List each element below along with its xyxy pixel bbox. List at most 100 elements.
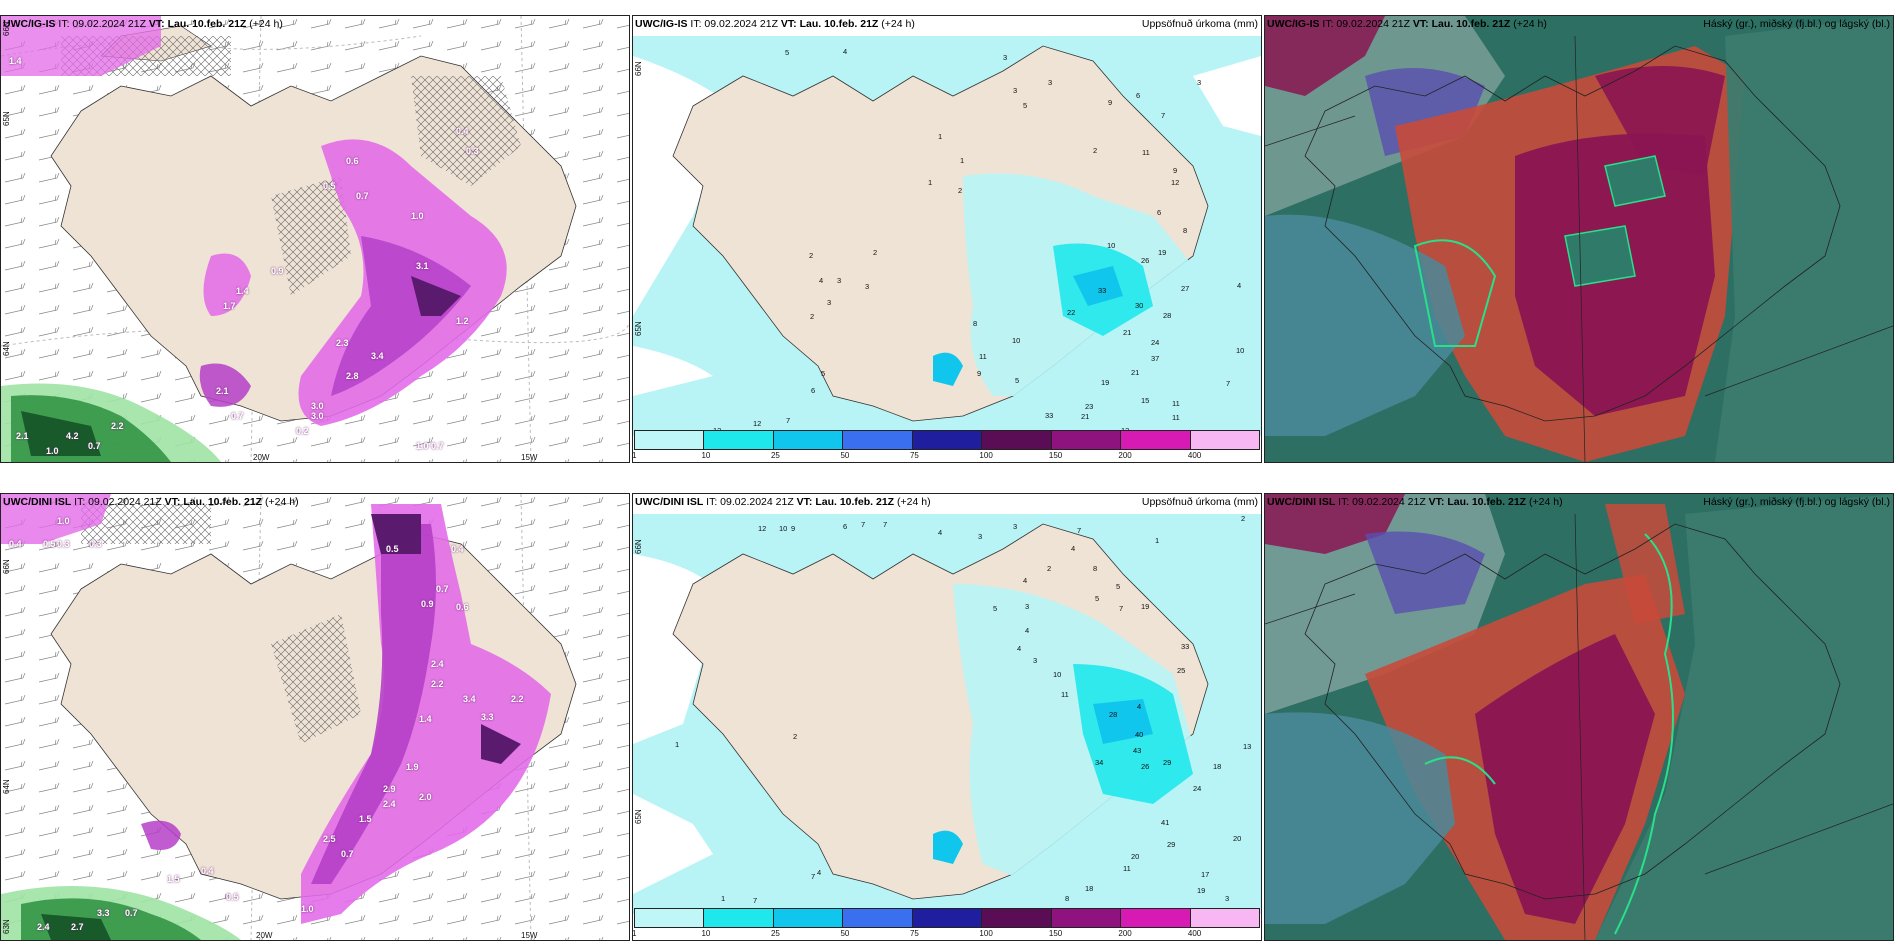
colorbar-bin: [1051, 909, 1122, 927]
value-label: 15: [1141, 396, 1150, 405]
colorbar-tick: 100: [979, 929, 993, 938]
value-label: 34: [1095, 758, 1104, 767]
value-label: 13: [1243, 742, 1252, 751]
value-label: 4: [817, 868, 822, 877]
value-label: 3: [1197, 78, 1202, 87]
valid-time: Lau. 10.feb. 21Z: [796, 18, 879, 30]
value-label: 0.3: [57, 539, 70, 549]
value-label: 1: [928, 178, 933, 187]
lat-label: 64N: [2, 779, 11, 794]
value-label: 2.4: [383, 799, 396, 809]
panel-header: UWC/DINI ISL IT: 09.02.2024 21Z VT: Lau.…: [3, 496, 299, 508]
value-label: 0.5: [43, 539, 56, 549]
value-label: 6: [1157, 208, 1162, 217]
value-label: 25: [1177, 666, 1186, 675]
value-label: 1: [721, 894, 726, 903]
value-label: 7: [1119, 604, 1124, 613]
value-label: 19: [1141, 602, 1150, 611]
colorbar-labels: 1 10 25 50 75 100 150 200 400: [633, 451, 1260, 462]
init-time: IT: 09.02.2024 21Z: [71, 496, 165, 508]
model-name: UWC/DINI ISL: [1267, 496, 1336, 508]
value-label: 4: [938, 528, 943, 537]
lon-label: 20W: [256, 931, 273, 940]
map-panel-bottom-right: UWC/DINI ISL IT: 09.02.2024 21Z VT: Lau.…: [1264, 493, 1894, 941]
colorbar: [634, 908, 1260, 928]
colorbar-bin: [1121, 909, 1191, 927]
value-label: 18: [1085, 884, 1094, 893]
value-label: 3.1: [416, 261, 429, 271]
colorbar-tick: 150: [1048, 451, 1063, 460]
value-label: 33: [1045, 411, 1054, 420]
colorbar-tick: 75: [909, 451, 919, 460]
lead-time: (+24 h): [1526, 496, 1563, 508]
value-label: 6: [843, 522, 848, 531]
model-name: UWC/DINI ISL: [635, 496, 704, 508]
init-time: IT: 09.02.2024 21Z: [703, 496, 797, 508]
value-label: 3: [865, 282, 870, 291]
value-label: 5: [1095, 594, 1100, 603]
init-time: IT: 09.02.2024 21Z: [1335, 496, 1429, 508]
value-label: 3: [837, 276, 842, 285]
value-label: 0.7: [341, 849, 354, 859]
value-label: 11: [1172, 399, 1180, 408]
lat-label: 65N: [634, 809, 643, 824]
value-label: 19: [1158, 248, 1167, 257]
accumulated-precip-map: [633, 494, 1261, 940]
value-label: 21: [1123, 328, 1132, 337]
value-label: 12: [1171, 178, 1180, 187]
colorbar-bin: [1121, 431, 1191, 449]
accumulated-precip-map: [633, 16, 1261, 462]
value-label: 1: [938, 132, 943, 141]
field-title: Háský (gr.), miðský (fj.bl.) og lágský (…: [1703, 496, 1890, 508]
lon-label: 20W: [253, 453, 270, 462]
value-label: 1.0: [416, 441, 429, 451]
value-label: 0.9: [271, 266, 284, 276]
value-label: 9: [791, 524, 796, 533]
value-label: 3.3: [97, 908, 110, 918]
value-label: 0.7: [88, 441, 101, 451]
value-label: 11: [1123, 864, 1131, 873]
colorbar-bin: [704, 909, 774, 927]
value-label: 2.4: [431, 659, 444, 669]
model-name: UWC/IG-IS: [635, 18, 688, 30]
panel-header: UWC/DINI ISL IT: 09.02.2024 21Z VT: Lau.…: [1267, 496, 1563, 508]
colorbar-tick: 25: [770, 929, 780, 938]
colorbar-bin: [843, 909, 913, 927]
value-label: 18: [1213, 762, 1222, 771]
value-label: 24: [1151, 338, 1160, 347]
value-label: 0.5: [386, 544, 399, 554]
value-label: 0.7: [436, 584, 449, 594]
init-time: IT: 09.02.2024 21Z: [1319, 18, 1413, 30]
colorbar-tick: 25: [770, 451, 780, 460]
value-label: 9: [1173, 166, 1178, 175]
colorbar-tick: 200: [1118, 929, 1132, 938]
value-label: 3.0: [311, 401, 324, 411]
value-label: 4.2: [66, 431, 79, 441]
value-label: 24: [1193, 784, 1202, 793]
value-label: 12: [758, 524, 767, 533]
value-label: 26: [1141, 762, 1150, 771]
precip-wind-map: [1, 16, 629, 462]
value-label: 3: [1025, 602, 1030, 611]
init-time: IT: 09.02.2024 21Z: [687, 18, 781, 30]
map-panel-top-left: UWC/IG-IS IT: 09.02.2024 21Z VT: Lau. 10…: [0, 15, 630, 463]
model-name: UWC/IG-IS: [3, 18, 56, 30]
value-label: 11: [1172, 413, 1180, 422]
value-label: 8: [1183, 226, 1188, 235]
value-label: 0.3: [466, 146, 479, 156]
lat-label: 66N: [2, 21, 11, 36]
lat-label: 64N: [2, 341, 11, 356]
value-label: 2: [873, 248, 878, 257]
value-label: 2.7: [71, 922, 84, 932]
value-label: 7: [1077, 526, 1082, 535]
colorbar-tick: 400: [1187, 451, 1202, 460]
value-label: 19: [1101, 378, 1110, 387]
precip-wind-map: [1, 494, 629, 940]
value-label: 2.4: [37, 922, 50, 932]
value-label: 2.1: [16, 431, 29, 441]
colorbar-labels: 1 10 25 50 75 100 150 200 400: [633, 929, 1260, 940]
value-label: 7: [883, 520, 888, 529]
lon-label: 15W: [521, 931, 538, 940]
valid-time-label: VT:: [164, 496, 181, 508]
map-panel-bottom-middle: UWC/DINI ISL IT: 09.02.2024 21Z VT: Lau.…: [632, 493, 1262, 941]
